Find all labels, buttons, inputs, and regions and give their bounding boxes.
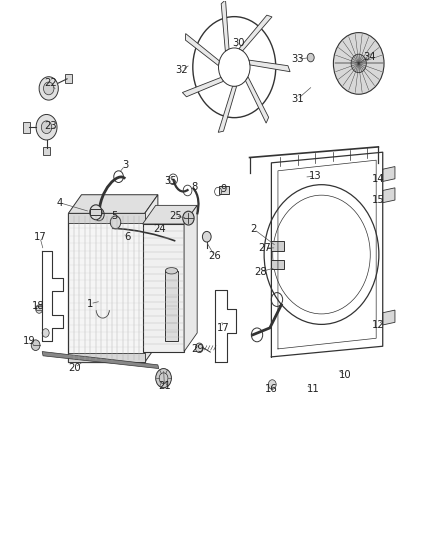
Text: 17: 17 (34, 232, 46, 243)
Bar (43, 148, 50, 155)
Circle shape (183, 211, 194, 225)
Circle shape (39, 77, 58, 100)
Text: 22: 22 (45, 78, 57, 88)
Polygon shape (246, 77, 268, 123)
Circle shape (42, 329, 49, 337)
Text: 33: 33 (291, 54, 304, 64)
Text: 10: 10 (339, 370, 352, 381)
Polygon shape (383, 188, 395, 203)
Text: 18: 18 (32, 301, 44, 311)
Text: 3: 3 (122, 160, 128, 171)
Text: 20: 20 (69, 362, 81, 373)
Text: 14: 14 (372, 174, 385, 184)
Text: 35: 35 (165, 176, 177, 187)
Bar (36, 306, 42, 310)
Text: 24: 24 (154, 224, 166, 235)
Text: 1: 1 (87, 298, 93, 309)
Polygon shape (68, 195, 158, 213)
Text: 6: 6 (124, 232, 131, 243)
Polygon shape (185, 34, 219, 66)
Circle shape (155, 368, 171, 387)
Text: 27: 27 (258, 243, 271, 253)
Text: 29: 29 (191, 344, 204, 354)
Bar (65, 74, 72, 83)
Circle shape (351, 54, 366, 72)
Text: 15: 15 (372, 195, 385, 205)
Polygon shape (143, 205, 197, 224)
Bar (143, 224, 184, 352)
Circle shape (36, 115, 57, 140)
Bar (272, 241, 284, 251)
Text: 26: 26 (208, 251, 221, 261)
Text: 23: 23 (45, 120, 57, 131)
Polygon shape (249, 60, 290, 72)
Circle shape (195, 343, 203, 353)
Bar (219, 185, 229, 194)
Circle shape (307, 53, 314, 62)
Text: 25: 25 (169, 211, 182, 221)
Bar (90, 209, 101, 215)
Text: 8: 8 (192, 182, 198, 192)
Text: 21: 21 (158, 381, 171, 391)
Circle shape (41, 121, 52, 134)
Polygon shape (218, 86, 237, 132)
Polygon shape (145, 195, 158, 362)
Text: 30: 30 (233, 38, 245, 48)
Text: 34: 34 (364, 52, 376, 61)
Ellipse shape (166, 268, 178, 274)
Bar (272, 260, 284, 269)
Polygon shape (383, 310, 395, 325)
Circle shape (268, 379, 276, 389)
Bar (68, 213, 145, 362)
Polygon shape (184, 205, 197, 352)
Polygon shape (239, 15, 272, 51)
Text: 5: 5 (111, 211, 117, 221)
Circle shape (202, 231, 211, 242)
Text: 13: 13 (309, 171, 321, 181)
Bar (68, 213, 145, 223)
Polygon shape (383, 166, 395, 181)
Text: 16: 16 (265, 384, 278, 394)
Text: 28: 28 (254, 267, 267, 277)
Text: 11: 11 (307, 384, 319, 394)
Circle shape (43, 82, 54, 95)
Text: 12: 12 (372, 320, 385, 330)
Text: 2: 2 (251, 224, 257, 235)
Polygon shape (221, 0, 229, 51)
Bar (68, 353, 145, 362)
Circle shape (31, 340, 40, 351)
Circle shape (90, 205, 102, 220)
Text: 4: 4 (57, 198, 63, 208)
Circle shape (110, 216, 121, 229)
Circle shape (333, 33, 384, 94)
Bar (166, 271, 178, 341)
Text: 17: 17 (217, 322, 230, 333)
Polygon shape (42, 352, 159, 368)
Text: 31: 31 (291, 94, 304, 104)
Text: 19: 19 (23, 336, 35, 346)
Bar (22, 122, 30, 133)
Text: 32: 32 (176, 65, 188, 75)
Text: 9: 9 (220, 184, 226, 195)
Polygon shape (182, 77, 223, 97)
Circle shape (35, 305, 42, 313)
